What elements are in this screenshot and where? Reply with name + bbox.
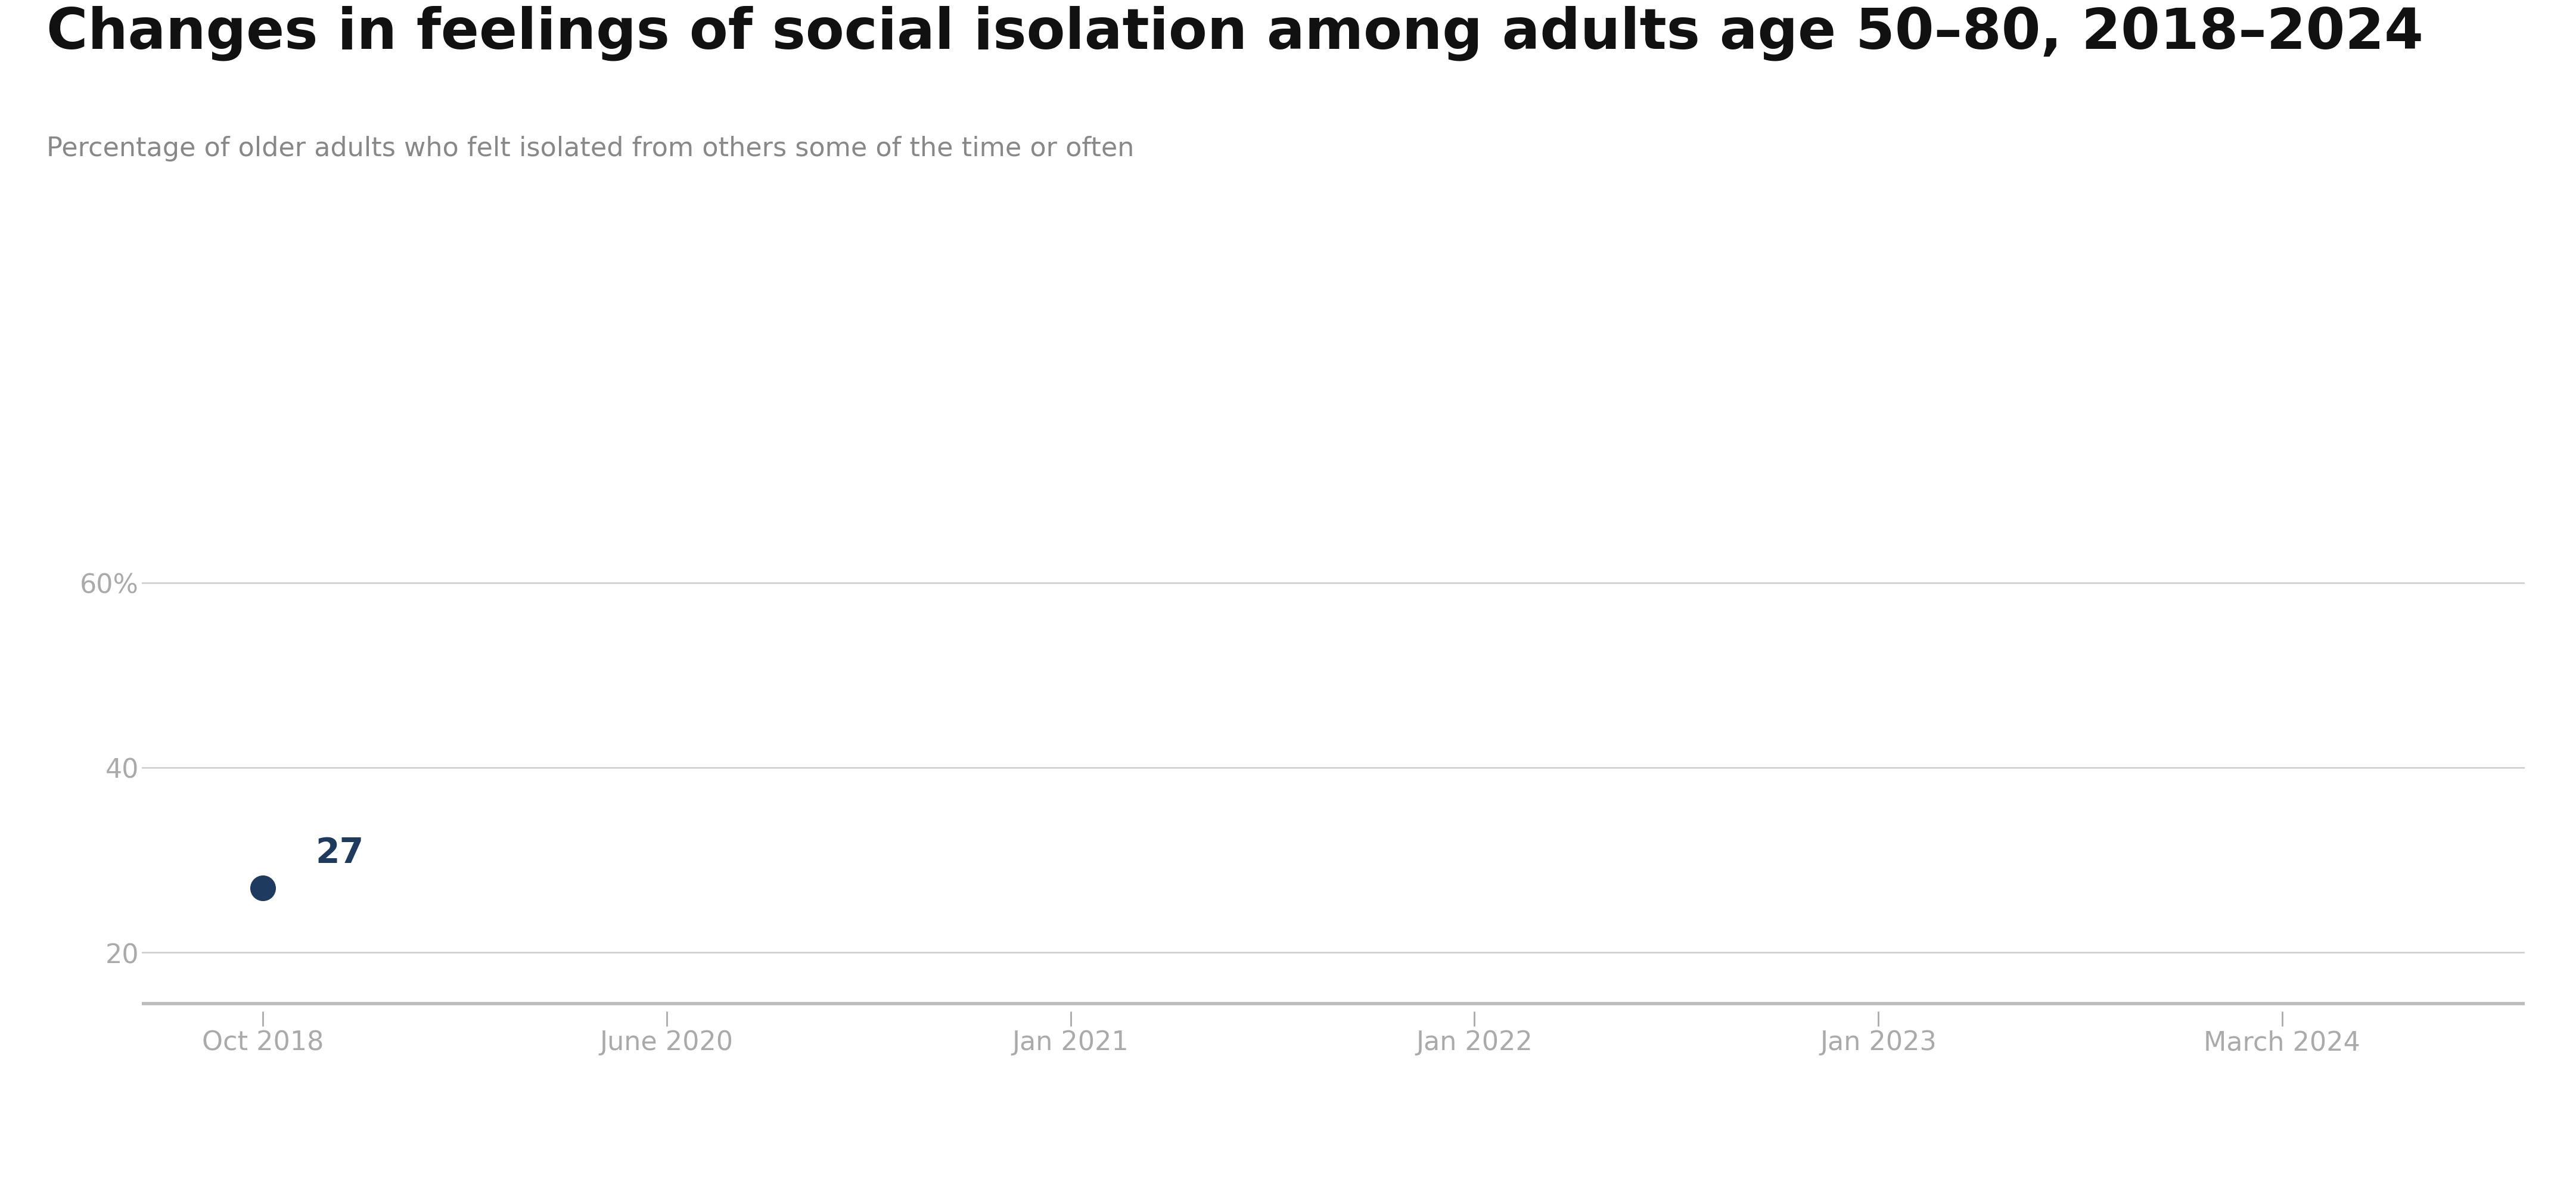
Text: 27: 27 — [314, 835, 363, 870]
Text: Changes in feelings of social isolation among adults age 50–80, 2018–2024: Changes in feelings of social isolation … — [46, 6, 2424, 61]
Point — [242, 878, 283, 897]
Text: Percentage of older adults who felt isolated from others some of the time or oft: Percentage of older adults who felt isol… — [46, 136, 1133, 162]
